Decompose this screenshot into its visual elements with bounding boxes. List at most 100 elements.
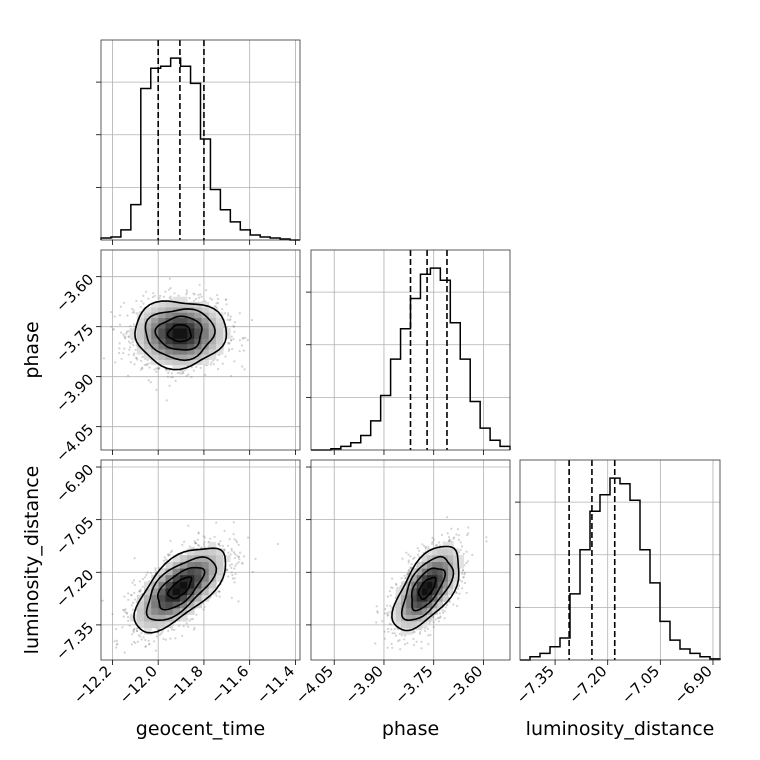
scatter-point	[212, 359, 215, 362]
scatter-point	[180, 372, 183, 375]
scatter-point	[132, 629, 135, 632]
scatter-point	[149, 571, 153, 575]
scatter-point	[133, 352, 136, 355]
scatter-point	[227, 575, 230, 578]
scatter-point	[137, 634, 140, 637]
scatter-point	[242, 349, 245, 352]
scatter-point	[181, 371, 184, 374]
scatter-point	[122, 301, 125, 304]
scatter-point	[383, 612, 386, 615]
scatter-point	[152, 292, 155, 295]
scatter-point	[233, 552, 236, 556]
scatter-point	[154, 649, 157, 652]
scatter-point	[192, 369, 195, 372]
scatter-point	[216, 359, 219, 362]
scatter-point	[232, 521, 235, 524]
scatter-point	[403, 574, 406, 577]
scatter-point	[228, 538, 231, 541]
scatter-point	[194, 297, 198, 300]
scatter-point	[254, 557, 257, 561]
scatter-point	[237, 561, 240, 564]
scatter-point	[203, 605, 206, 609]
scatter-point	[446, 516, 449, 519]
scatter-point	[192, 292, 195, 295]
scatter-point	[387, 611, 390, 614]
scatter-point	[178, 372, 181, 375]
scatter-point	[423, 629, 427, 633]
scatter-point	[452, 537, 455, 540]
scatter-point	[169, 551, 172, 554]
scatter-point	[127, 592, 130, 595]
scatter-point	[460, 580, 464, 583]
scatter-point	[167, 554, 170, 557]
scatter-point	[199, 366, 202, 369]
scatter-point	[126, 616, 130, 619]
scatter-point	[241, 365, 244, 368]
scatter-point	[158, 633, 162, 636]
scatter-point	[115, 639, 118, 642]
scatter-point	[121, 626, 124, 629]
scatter-point	[141, 367, 144, 370]
scatter-point	[233, 581, 236, 584]
scatter-point	[200, 546, 203, 549]
scatter-point	[132, 628, 136, 631]
scatter-point	[193, 540, 196, 543]
scatter-point	[115, 643, 118, 646]
scatter-point	[217, 543, 220, 546]
scatter-point	[124, 608, 127, 611]
scatter-point	[203, 536, 206, 539]
scatter-point	[413, 556, 416, 559]
scatter-point	[167, 371, 170, 375]
scatter-point	[167, 553, 170, 556]
scatter-point	[388, 622, 391, 626]
scatter-point	[140, 632, 143, 635]
scatter-point	[391, 577, 394, 580]
scatter-point	[111, 613, 114, 616]
scatter-point	[230, 335, 233, 338]
scatter-point	[233, 577, 236, 580]
scatter-point	[142, 302, 145, 305]
scatter-point	[130, 593, 133, 597]
scatter-point	[127, 619, 130, 623]
scatter-point	[164, 638, 167, 641]
scatter-point	[391, 586, 394, 589]
scatter-point	[418, 628, 421, 631]
scatter-point	[118, 347, 121, 350]
scatter-point	[233, 556, 237, 560]
scatter-point	[223, 548, 226, 551]
scatter-point	[404, 634, 407, 637]
scatter-point	[204, 373, 207, 377]
scatter-point	[438, 541, 441, 544]
scatter-point	[146, 571, 149, 574]
scatter-point	[391, 646, 394, 650]
scatter-point	[237, 555, 240, 559]
scatter-point	[142, 636, 145, 639]
scatter-point	[147, 379, 150, 382]
scatter-point	[228, 348, 231, 351]
scatter-point	[209, 537, 212, 540]
scatter-point	[229, 315, 232, 318]
scatter-point	[462, 552, 465, 555]
scatter-point	[132, 640, 136, 643]
scatter-point	[228, 319, 231, 322]
scatter-point	[140, 366, 143, 369]
scatter-point	[168, 288, 171, 291]
scatter-point	[134, 348, 137, 351]
scatter-point	[190, 366, 193, 369]
scatter-point	[447, 539, 451, 542]
scatter-point	[195, 541, 198, 545]
scatter-point	[195, 365, 198, 369]
scatter-point	[165, 558, 168, 561]
scatter-point	[227, 544, 230, 547]
scatter-point	[448, 600, 451, 603]
scatter-point	[119, 305, 122, 308]
scatter-point	[118, 314, 122, 317]
scatter-point	[462, 576, 465, 579]
scatter-point	[159, 294, 162, 297]
scatter-point	[191, 617, 194, 621]
scatter-point	[114, 361, 117, 364]
scatter-point	[215, 521, 218, 524]
scatter-point	[233, 321, 237, 324]
scatter-point	[143, 576, 147, 579]
scatter-point	[247, 536, 250, 539]
